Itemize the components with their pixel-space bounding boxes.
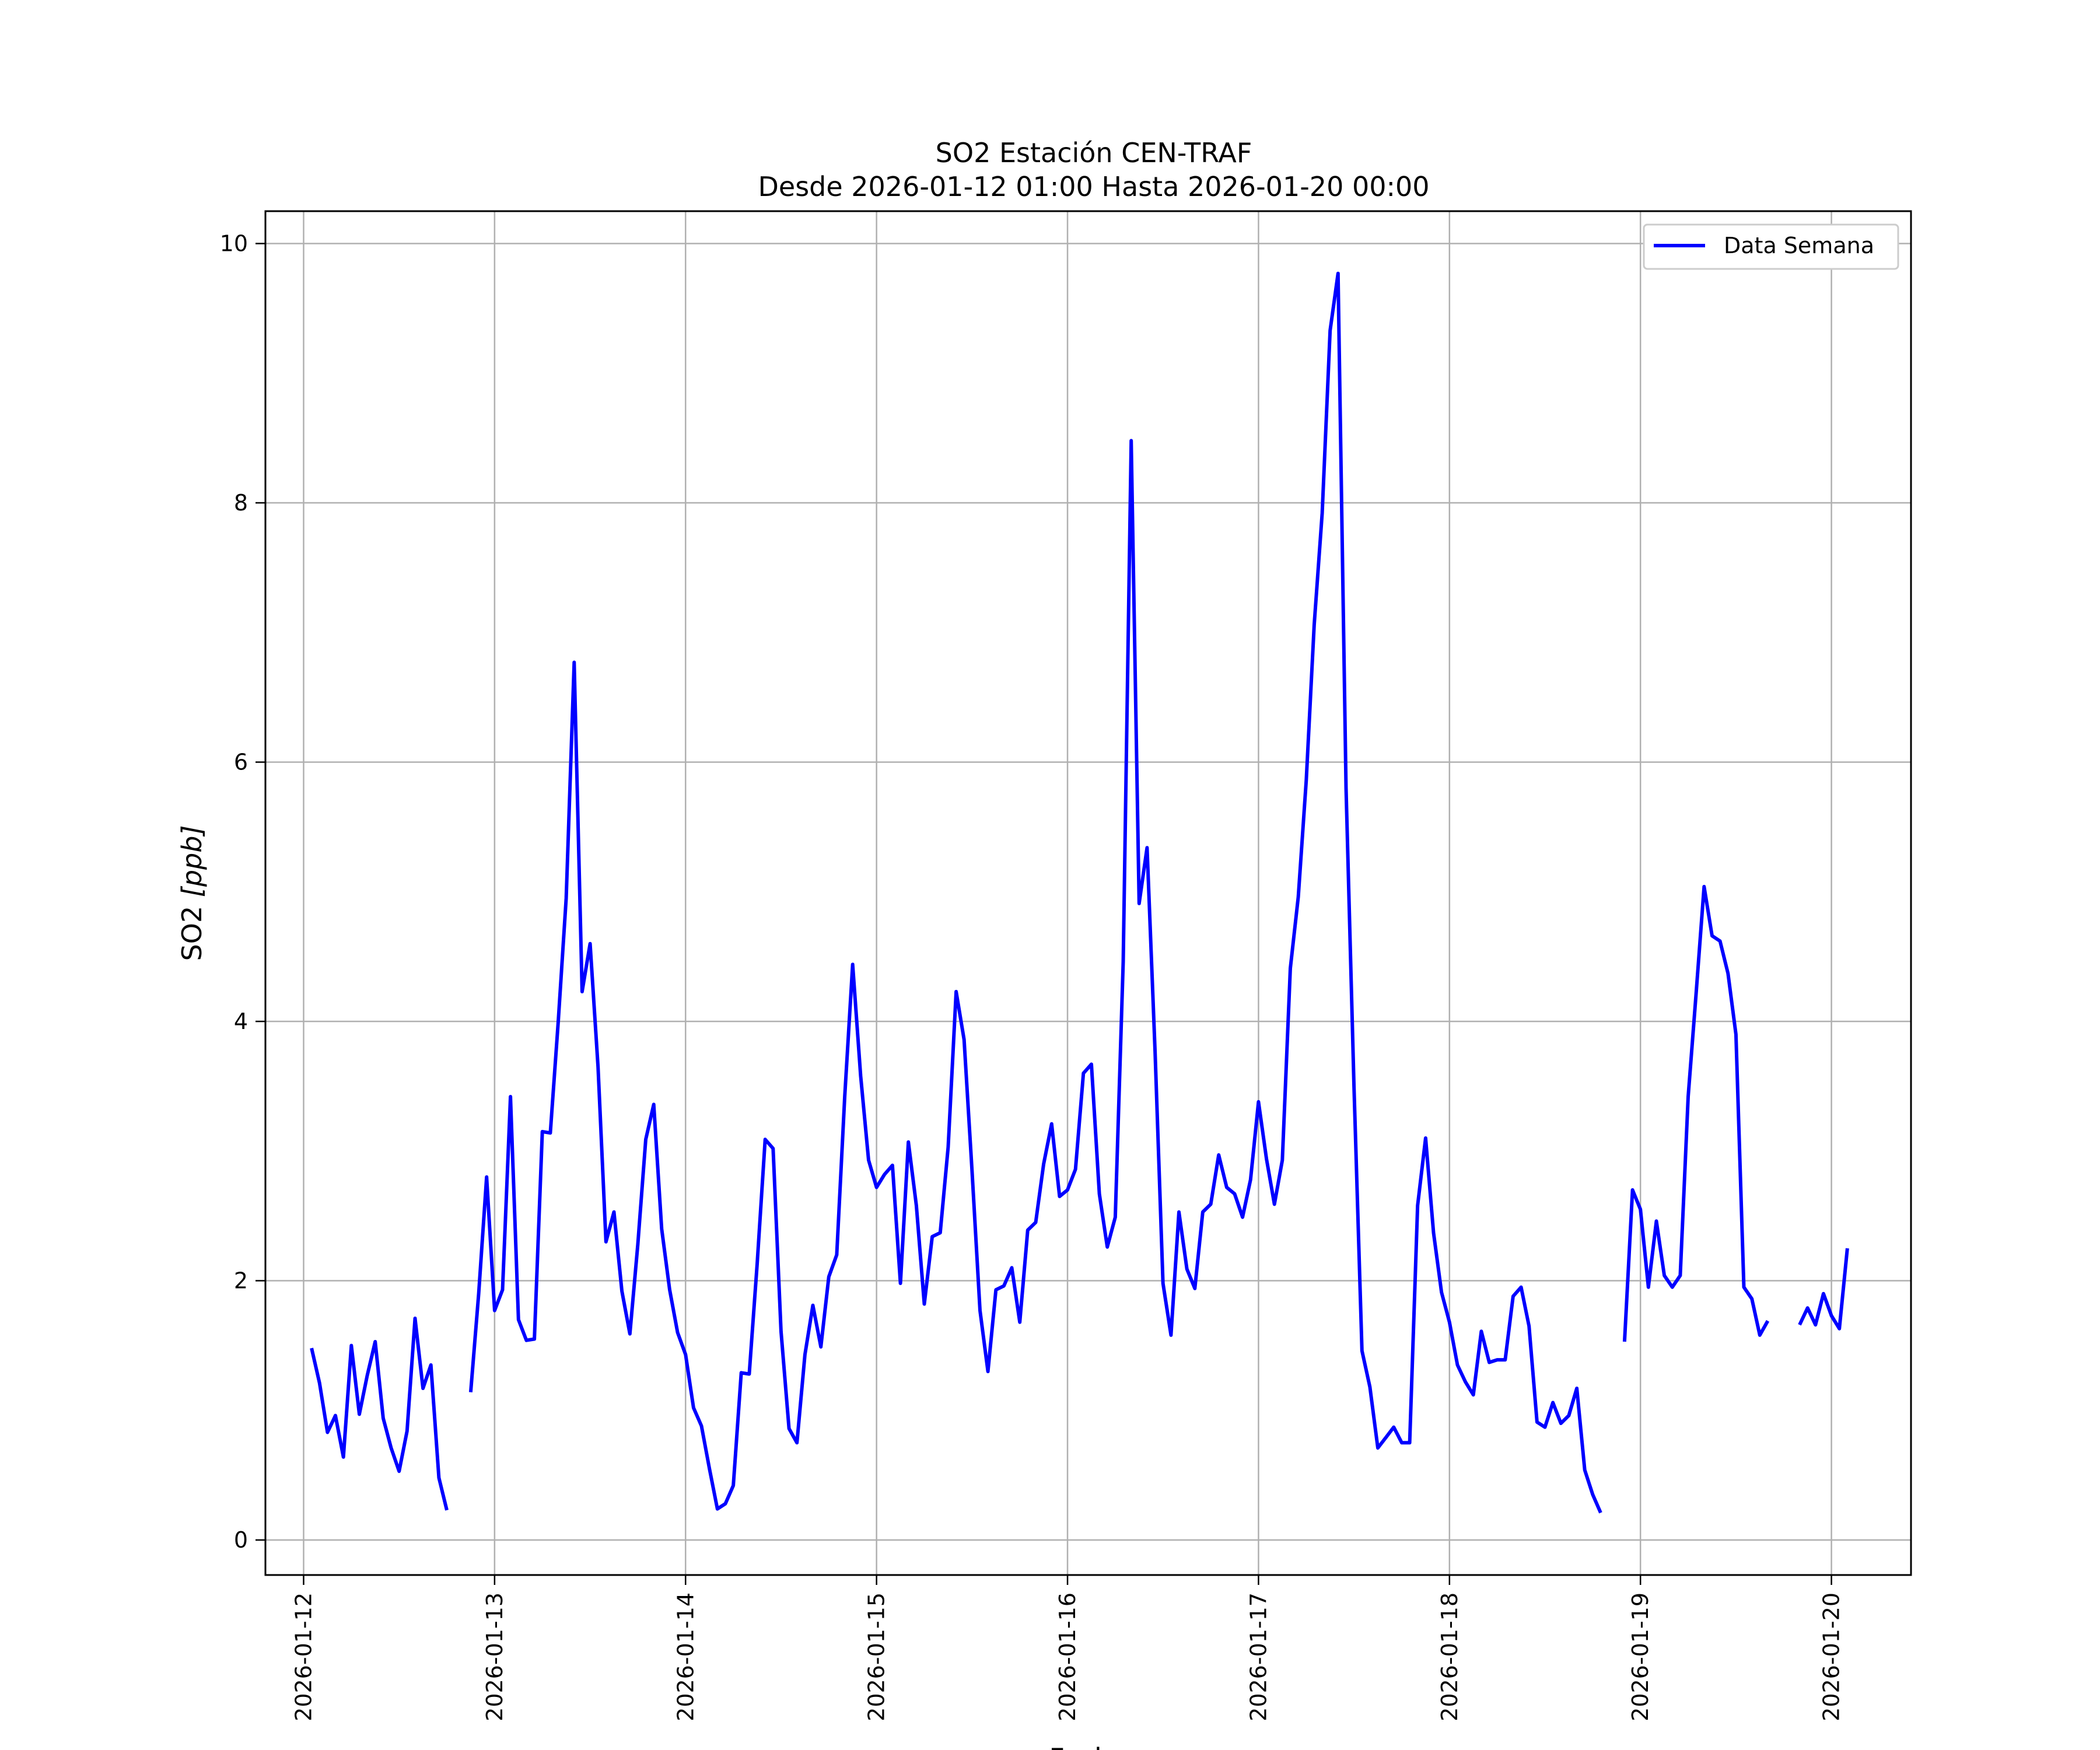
- x-tick-label: 2026-01-14: [673, 1592, 698, 1721]
- y-tick-label: 8: [234, 490, 248, 516]
- legend-box: [1643, 223, 1899, 270]
- y-axis-label-quantity: SO2: [176, 897, 208, 961]
- x-tick-label: 2026-01-15: [864, 1592, 890, 1721]
- y-axis: 0 2 4 6 8 10: [220, 231, 265, 1553]
- plot-frame: [264, 210, 1912, 1576]
- x-tick-label: 2026-01-12: [290, 1592, 316, 1721]
- x-axis-label: Fecha: [1049, 1742, 1128, 1750]
- x-tick-label: 2026-01-13: [482, 1592, 508, 1721]
- y-tick-label: 4: [234, 1009, 248, 1034]
- x-tick-label: 2026-01-17: [1245, 1592, 1271, 1721]
- x-tick-label: 2026-01-19: [1628, 1592, 1653, 1721]
- y-tick-label: 0: [234, 1527, 248, 1553]
- x-tick-label: 2026-01-16: [1055, 1592, 1080, 1721]
- y-tick-label: 10: [220, 231, 248, 257]
- chart-subtitle: Desde 2026-01-12 01:00 Hasta 2026-01-20 …: [758, 171, 1429, 202]
- x-tick-label: 2026-01-20: [1819, 1592, 1845, 1721]
- legend: Data Semana: [1643, 223, 1899, 270]
- y-tick-label: 6: [234, 750, 248, 775]
- y-axis-label: SO2 [ppb]: [176, 825, 208, 961]
- x-tick-label: 2026-01-18: [1437, 1592, 1462, 1721]
- y-axis-label-unit: [ppb]: [176, 825, 208, 898]
- legend-label-data-semana: Data Semana: [1724, 233, 1874, 258]
- series-line-data-semana: [310, 271, 1849, 1514]
- chart-title: SO2 Estación CEN-TRAF: [936, 137, 1252, 169]
- series-layer: [310, 271, 1849, 1514]
- y-tick-label: 2: [234, 1268, 248, 1294]
- grid: [265, 211, 1911, 1575]
- x-axis: 2026-01-12 2026-01-13 2026-01-14 2026-01-15…: [290, 1575, 1845, 1721]
